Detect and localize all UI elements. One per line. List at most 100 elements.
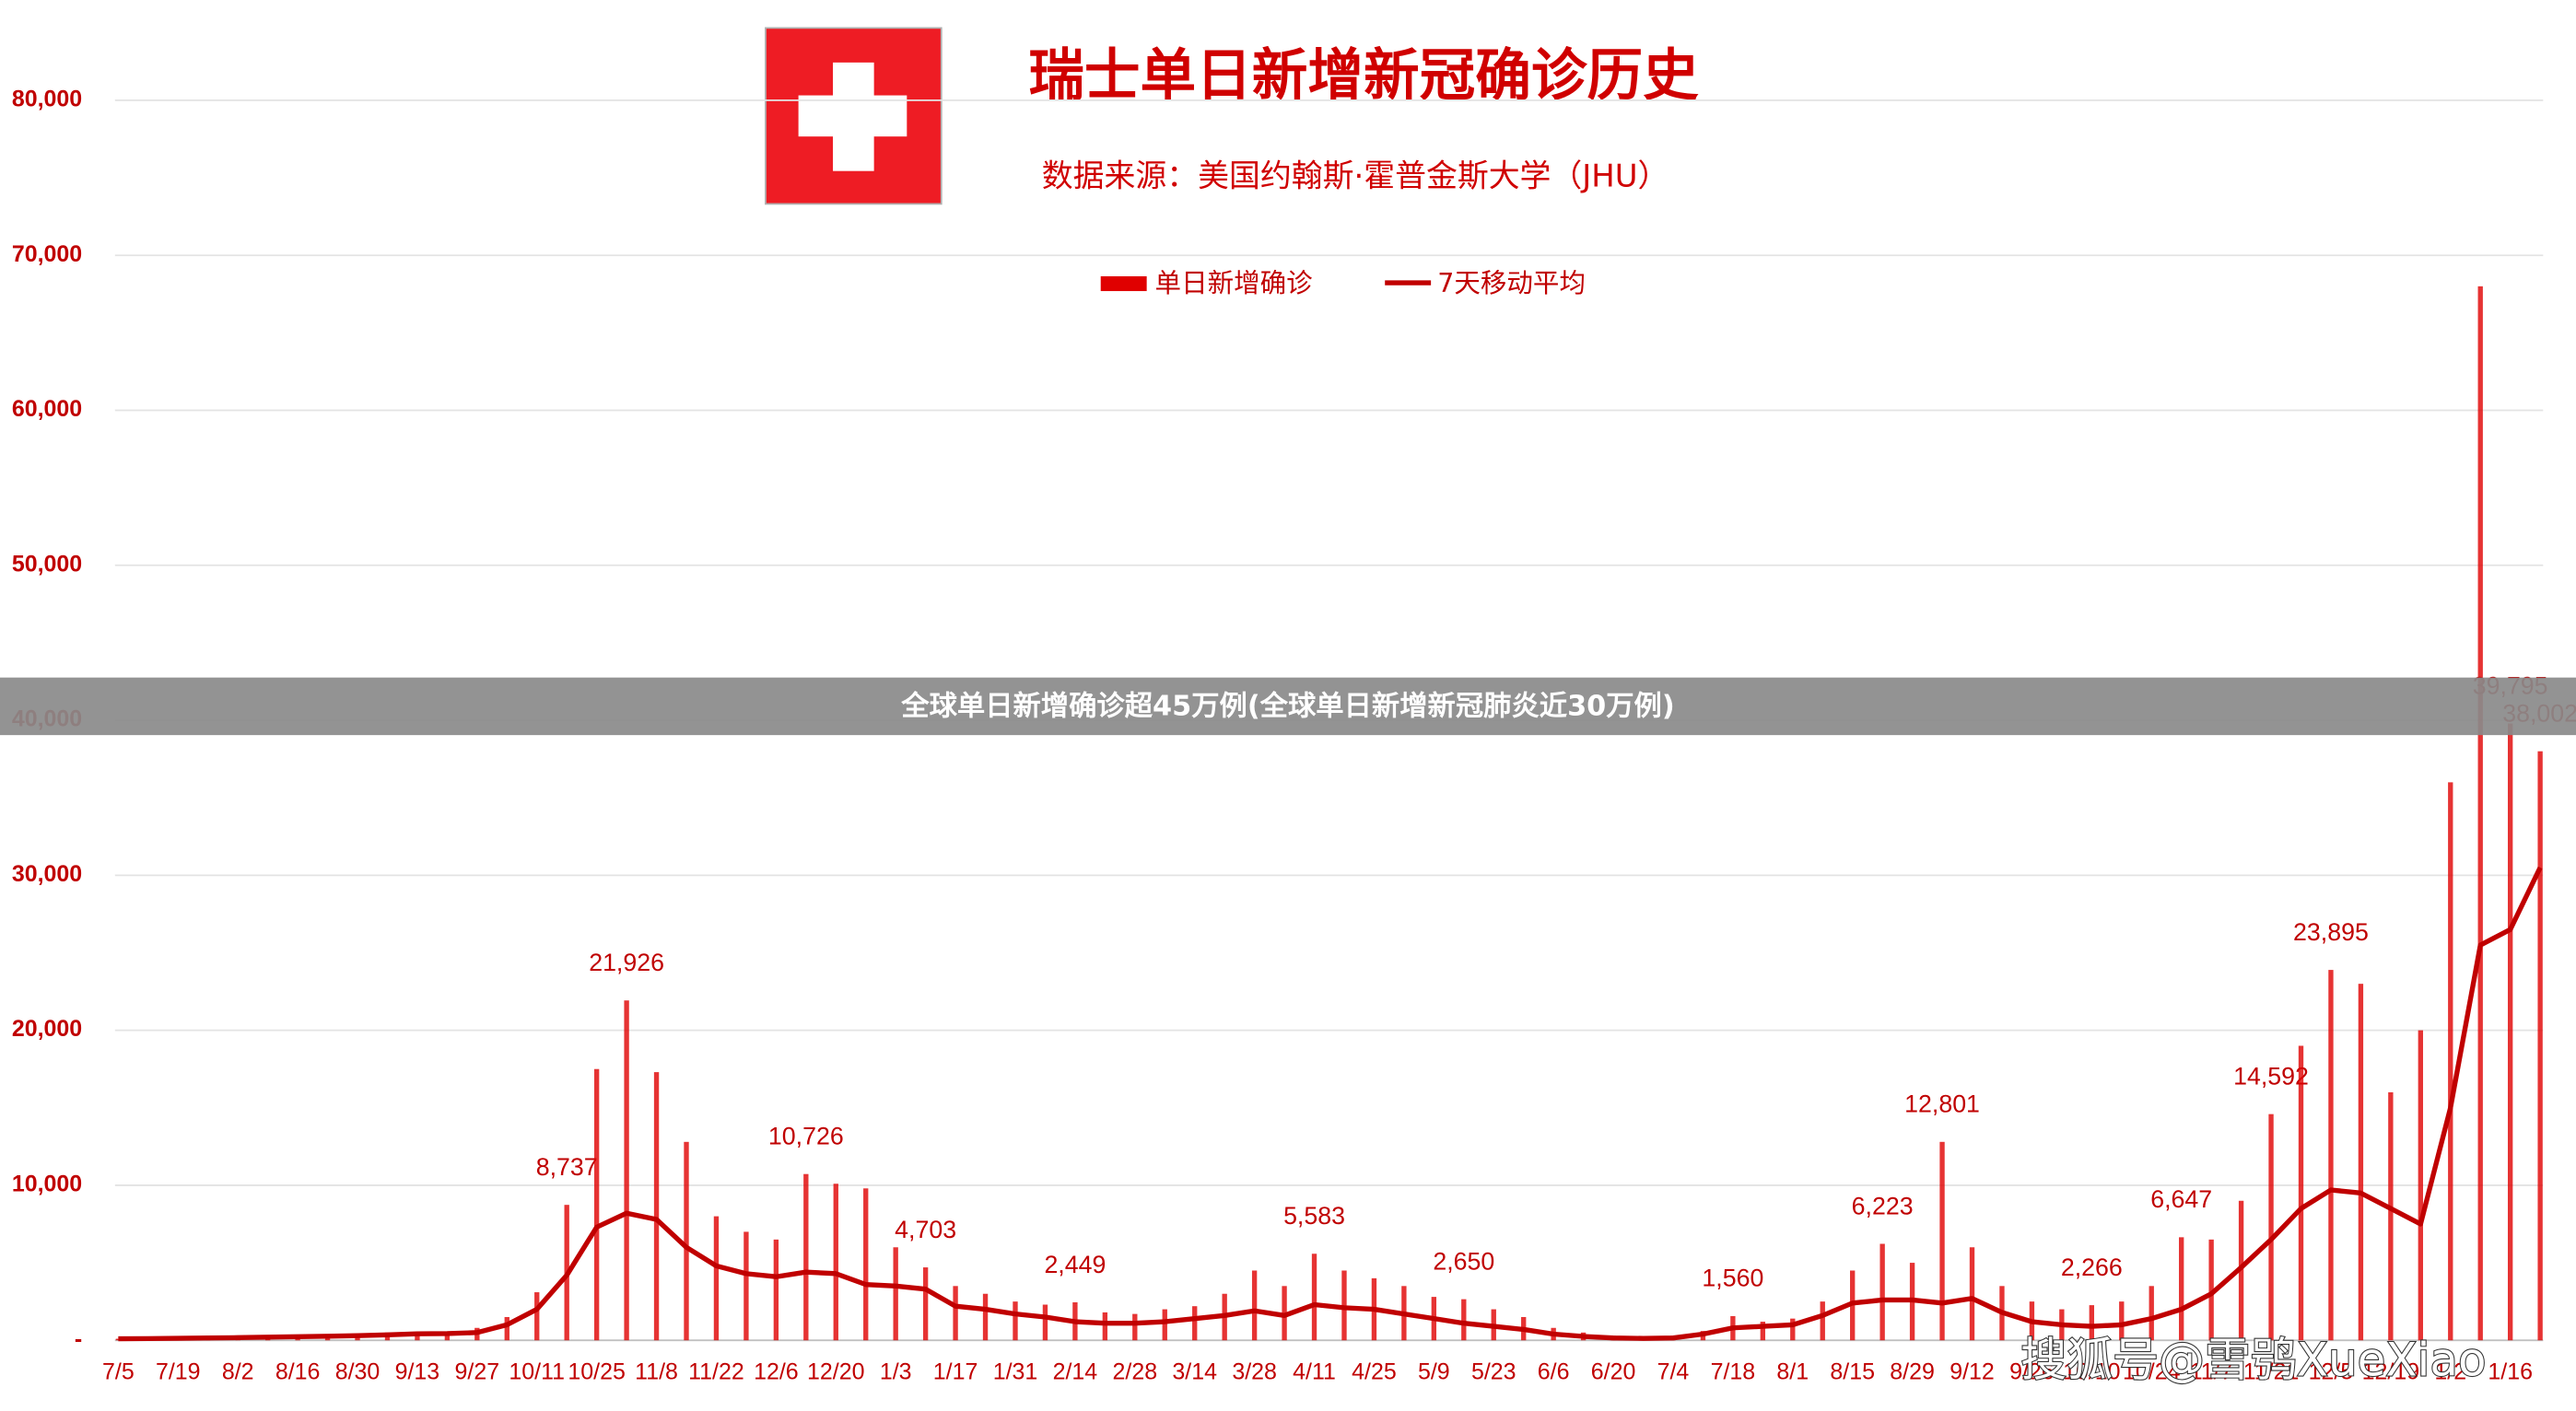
overlay: 全球单日新增确诊超45万例(全球单日新增新冠肺炎近30万例) 搜狐号@雪鸮Xue…: [0, 677, 2576, 1388]
x-tick-label: 12/5: [2309, 1359, 2354, 1385]
x-tick-label: 7/18: [1711, 1359, 1756, 1385]
bar: [2119, 1301, 2125, 1341]
bar: [1192, 1306, 1198, 1341]
x-tick-label: 9/13: [395, 1359, 440, 1385]
y-tick-label: 70,000: [12, 241, 82, 267]
data-label: 14,592: [2233, 1062, 2309, 1090]
data-label: 12,801: [1904, 1090, 1980, 1118]
x-tick-label: 9/26: [2009, 1359, 2055, 1385]
data-label: 8,737: [536, 1153, 598, 1181]
flag-cross: [798, 95, 907, 137]
x-tick-label: 5/23: [1471, 1359, 1516, 1385]
bar: [534, 1292, 540, 1341]
bar: [2298, 1045, 2304, 1341]
x-tick-label: 6/20: [1591, 1359, 1636, 1385]
bar: [2089, 1305, 2094, 1341]
x-tick-label: 8/15: [1830, 1359, 1875, 1385]
bar: [1969, 1247, 1975, 1341]
y-tick-label: 20,000: [12, 1016, 82, 1042]
x-tick-label: 3/28: [1232, 1359, 1277, 1385]
flag: [765, 27, 943, 205]
data-label: 2,650: [1433, 1247, 1494, 1275]
bar: [2537, 751, 2543, 1341]
bar: [1939, 1141, 1945, 1341]
x-tick-label: 2/28: [1113, 1359, 1158, 1385]
bar: [1790, 1318, 1796, 1341]
bar: [504, 1316, 509, 1341]
bar: [2179, 1237, 2184, 1341]
bar: [2208, 1239, 2214, 1341]
watermark: 搜狐号@雪鸮XueXiao: [2020, 1334, 2486, 1387]
bar: [833, 1184, 838, 1341]
bar: [1311, 1254, 1317, 1341]
bar: [2328, 970, 2334, 1341]
moving-average-line: [118, 866, 2543, 1342]
x-tick-label: 8/1: [1776, 1359, 1809, 1385]
bar: [773, 1239, 779, 1341]
x-tick-label: 12/20: [807, 1359, 864, 1385]
bar: [624, 1000, 629, 1341]
x-tick-label: 7/19: [156, 1359, 201, 1385]
data-label: 4,703: [895, 1216, 956, 1243]
x-tick-label: 1/17: [933, 1359, 978, 1385]
bar: [2477, 286, 2483, 1341]
legend-label: 7天移动平均: [1437, 268, 1586, 298]
x-tick-label: 1/16: [2488, 1359, 2533, 1385]
banner: [0, 677, 2576, 736]
bar: [2507, 723, 2513, 1341]
bar: [1251, 1270, 1258, 1341]
y-tick-label: 50,000: [12, 551, 82, 577]
x-tick-label: 7/4: [1657, 1359, 1690, 1385]
x-tick-label: 6/6: [1538, 1359, 1570, 1385]
data-label: 2,449: [1044, 1251, 1106, 1278]
y-tick-label: 60,000: [12, 396, 82, 422]
data-label: 5,583: [1283, 1202, 1345, 1230]
data-label: 1,560: [1702, 1265, 1763, 1292]
x-tick-label: 5/9: [1418, 1359, 1450, 1385]
x-tick-label: 9/12: [1950, 1359, 1995, 1385]
x-tick-label: 12/6: [754, 1359, 799, 1385]
x-tick-label: 10/11: [509, 1359, 565, 1385]
bar: [2388, 1091, 2394, 1341]
bar: [922, 1267, 929, 1341]
bar: [863, 1188, 869, 1341]
bar: [1042, 1304, 1048, 1341]
x-tick-label: 4/11: [1293, 1359, 1336, 1385]
x-tick-label: 4/25: [1352, 1359, 1397, 1385]
y-tick-label: -: [75, 1326, 82, 1352]
bar: [653, 1072, 660, 1341]
bar: [593, 1068, 600, 1341]
bar: [953, 1286, 958, 1341]
x-tick-label: 1/31: [993, 1359, 1038, 1385]
bar: [1820, 1301, 1825, 1341]
bar: [744, 1231, 749, 1341]
y-tick-label: 30,000: [12, 861, 82, 887]
x-tick-label: 10/25: [568, 1359, 625, 1385]
data-label: 2,266: [2061, 1254, 2123, 1281]
bar: [1879, 1243, 1885, 1341]
legend-label: 单日新增确诊: [1155, 268, 1313, 298]
bar: [1461, 1299, 1467, 1341]
x-tick-label: 8/16: [275, 1359, 321, 1385]
bar: [1013, 1301, 1018, 1341]
chart-subtitle: 数据来源：美国约翰斯·霍普金斯大学（JHU）: [1042, 157, 1669, 193]
data-label: 6,223: [1852, 1192, 1914, 1219]
bar: [1162, 1309, 1167, 1341]
x-tick-label: 8/2: [222, 1359, 254, 1385]
data-label: 21,926: [589, 949, 664, 976]
legend: 单日新增确诊 7天移动平均: [1100, 268, 1586, 298]
bar: [1132, 1313, 1138, 1341]
data-label: 6,647: [2150, 1185, 2212, 1213]
bar: [893, 1247, 898, 1341]
bar: [2358, 984, 2364, 1341]
bar: [115, 1338, 122, 1341]
x-tick-label: 11/7: [2190, 1359, 2233, 1385]
x-tick-label: 1/3: [880, 1359, 912, 1385]
x-tick-label: 3/14: [1172, 1359, 1217, 1385]
y-tick-label: 80,000: [12, 87, 82, 112]
y-tick-label: 10,000: [12, 1172, 82, 1197]
x-tick-label: 9/27: [455, 1359, 500, 1385]
banner-text: 全球单日新增确诊超45万例(全球单日新增新冠肺炎近30万例): [900, 689, 1674, 722]
bar: [803, 1173, 809, 1341]
